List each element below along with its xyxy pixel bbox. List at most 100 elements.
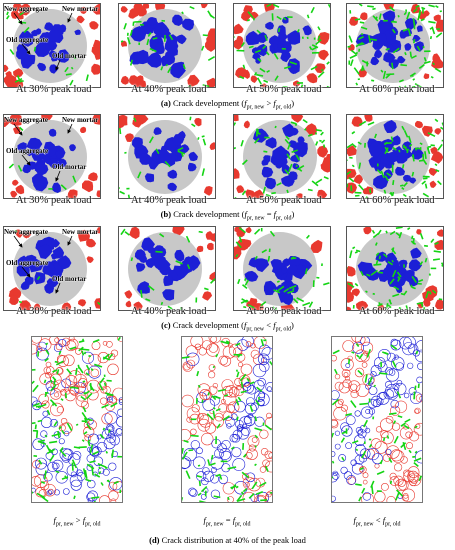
old-aggregate-outline [368, 386, 378, 395]
new-aggregate-outline [97, 352, 109, 364]
crack-segment [391, 259, 394, 263]
crack-segment [72, 386, 79, 390]
old-aggregate-outline [385, 368, 400, 382]
crack-segment [327, 4, 330, 9]
crack-segment [282, 16, 287, 21]
crack-segment [45, 349, 50, 355]
crack-segment [400, 422, 406, 427]
new-aggregate-outline [107, 363, 119, 375]
old-aggregate-particle [42, 262, 56, 275]
crack-segment [402, 441, 407, 451]
old-aggregate-outline [40, 430, 48, 438]
new-aggregate-outline [61, 337, 71, 346]
crack-segment [388, 299, 392, 302]
old-aggregate-particle [155, 42, 165, 52]
panel-d-less [331, 336, 423, 503]
crack-segment [349, 250, 353, 259]
new-aggregate-particle [253, 189, 264, 198]
new-aggregate-outline [253, 337, 267, 349]
crack-segment [404, 418, 411, 423]
new-aggregate-outline [370, 438, 382, 449]
crack-segment [306, 14, 310, 19]
crack-segment [412, 154, 415, 162]
new-aggregate-particle [430, 151, 443, 164]
old-aggregate-particle [403, 174, 412, 182]
crack-segment [332, 460, 335, 464]
new-aggregate-outline [80, 401, 89, 410]
old-aggregate-particle [31, 29, 38, 37]
new-aggregate-particle [317, 32, 330, 45]
label-new-aggregate-b: New aggregate [4, 116, 48, 124]
crack-segment [367, 376, 373, 386]
crack-segment [255, 399, 260, 406]
peak-label-b-40: At 40% peak load [131, 195, 207, 206]
crack-segment [257, 57, 262, 63]
new-aggregate-outline [182, 394, 194, 408]
crack-segment [124, 231, 130, 236]
crack-segment [265, 51, 270, 56]
crack-segment [202, 84, 210, 87]
new-aggregate-particle [5, 71, 12, 78]
new-aggregate-particle [245, 227, 252, 234]
crack-segment [375, 16, 378, 20]
crack-segment [182, 356, 190, 359]
old-aggregate-particle [44, 283, 54, 294]
crack-segment [187, 84, 192, 87]
new-aggregate-particle [128, 11, 137, 19]
new-aggregate-particle [364, 115, 373, 122]
old-aggregate-particle [153, 21, 170, 38]
crack-segment [36, 492, 46, 499]
old-aggregate-outline [383, 388, 394, 400]
peak-label-b-50: At 50% peak load [246, 195, 322, 206]
old-aggregate-outline [394, 382, 407, 396]
crack-segment [355, 483, 362, 486]
crack-segment [388, 412, 397, 415]
new-aggregate-outline [99, 495, 111, 502]
crack-segment [86, 423, 92, 431]
old-aggregate-outline [219, 448, 231, 460]
old-aggregate-particle [373, 174, 389, 190]
crack-segment [146, 38, 150, 46]
crack-segment [400, 442, 407, 449]
old-aggregate-particle [252, 51, 261, 61]
new-aggregate-outline [361, 341, 374, 354]
old-aggregate-outline [221, 439, 231, 450]
crack-segment [396, 271, 402, 278]
crack-segment [361, 59, 369, 65]
crack-segment [239, 75, 245, 80]
crack-segment [425, 291, 430, 299]
new-aggregate-particle [291, 115, 304, 123]
panel-b-60 [346, 114, 444, 199]
crack-segment [370, 269, 378, 276]
crack-segment [284, 138, 290, 145]
crack-segment [434, 118, 439, 123]
new-aggregate-particle [200, 4, 208, 9]
new-aggregate-outline [197, 418, 211, 432]
crack-segment [402, 144, 408, 152]
crack-segment [389, 278, 395, 285]
old-aggregate-particle [288, 171, 298, 181]
new-aggregate-particle [235, 67, 248, 79]
old-aggregate-outline [416, 376, 422, 384]
crack-segment [35, 405, 41, 408]
crack-segment [255, 490, 264, 495]
new-aggregate-outline [222, 482, 235, 495]
crack-segment [198, 480, 201, 487]
new-aggregate-outline [101, 413, 113, 425]
crack-segment [32, 422, 36, 425]
crack-segment [373, 263, 382, 266]
crack-segment [130, 257, 134, 262]
crack-segment [254, 416, 258, 422]
new-aggregate-outline [374, 440, 388, 454]
crack-segment [73, 446, 81, 449]
crack-segment [407, 28, 412, 37]
new-aggregate-outline [403, 470, 415, 483]
new-aggregate-outline [386, 445, 400, 459]
old-aggregate-outline [252, 363, 267, 378]
crack-segment [402, 193, 407, 198]
new-aggregate-particle [78, 299, 87, 307]
new-aggregate-outline [246, 448, 258, 460]
crack-segment [55, 470, 60, 474]
crack-segment [89, 444, 94, 454]
crack-segment [82, 380, 86, 383]
